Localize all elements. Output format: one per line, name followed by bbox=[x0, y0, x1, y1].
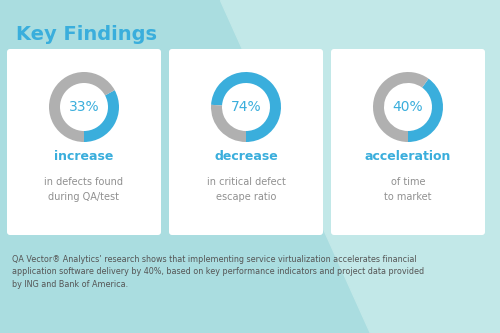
Polygon shape bbox=[220, 0, 500, 333]
Text: in defects found
during QA/test: in defects found during QA/test bbox=[44, 177, 124, 202]
Text: in critical defect
escape ratio: in critical defect escape ratio bbox=[206, 177, 286, 202]
Wedge shape bbox=[211, 72, 281, 142]
FancyBboxPatch shape bbox=[7, 49, 161, 235]
FancyBboxPatch shape bbox=[169, 49, 323, 235]
Wedge shape bbox=[84, 90, 119, 142]
Wedge shape bbox=[49, 72, 114, 142]
Text: 33%: 33% bbox=[68, 100, 100, 114]
Text: decrease: decrease bbox=[214, 151, 278, 164]
Wedge shape bbox=[373, 72, 428, 142]
Wedge shape bbox=[211, 105, 246, 142]
Wedge shape bbox=[408, 79, 443, 142]
Text: acceleration: acceleration bbox=[365, 151, 451, 164]
Text: QA Vector® Analytics’ research shows that implementing service virtualization ac: QA Vector® Analytics’ research shows tha… bbox=[12, 255, 424, 289]
Text: of time
to market: of time to market bbox=[384, 177, 432, 202]
Text: increase: increase bbox=[54, 151, 114, 164]
FancyBboxPatch shape bbox=[331, 49, 485, 235]
Text: Key Findings: Key Findings bbox=[16, 26, 157, 45]
Text: 40%: 40% bbox=[392, 100, 424, 114]
Text: 74%: 74% bbox=[230, 100, 262, 114]
